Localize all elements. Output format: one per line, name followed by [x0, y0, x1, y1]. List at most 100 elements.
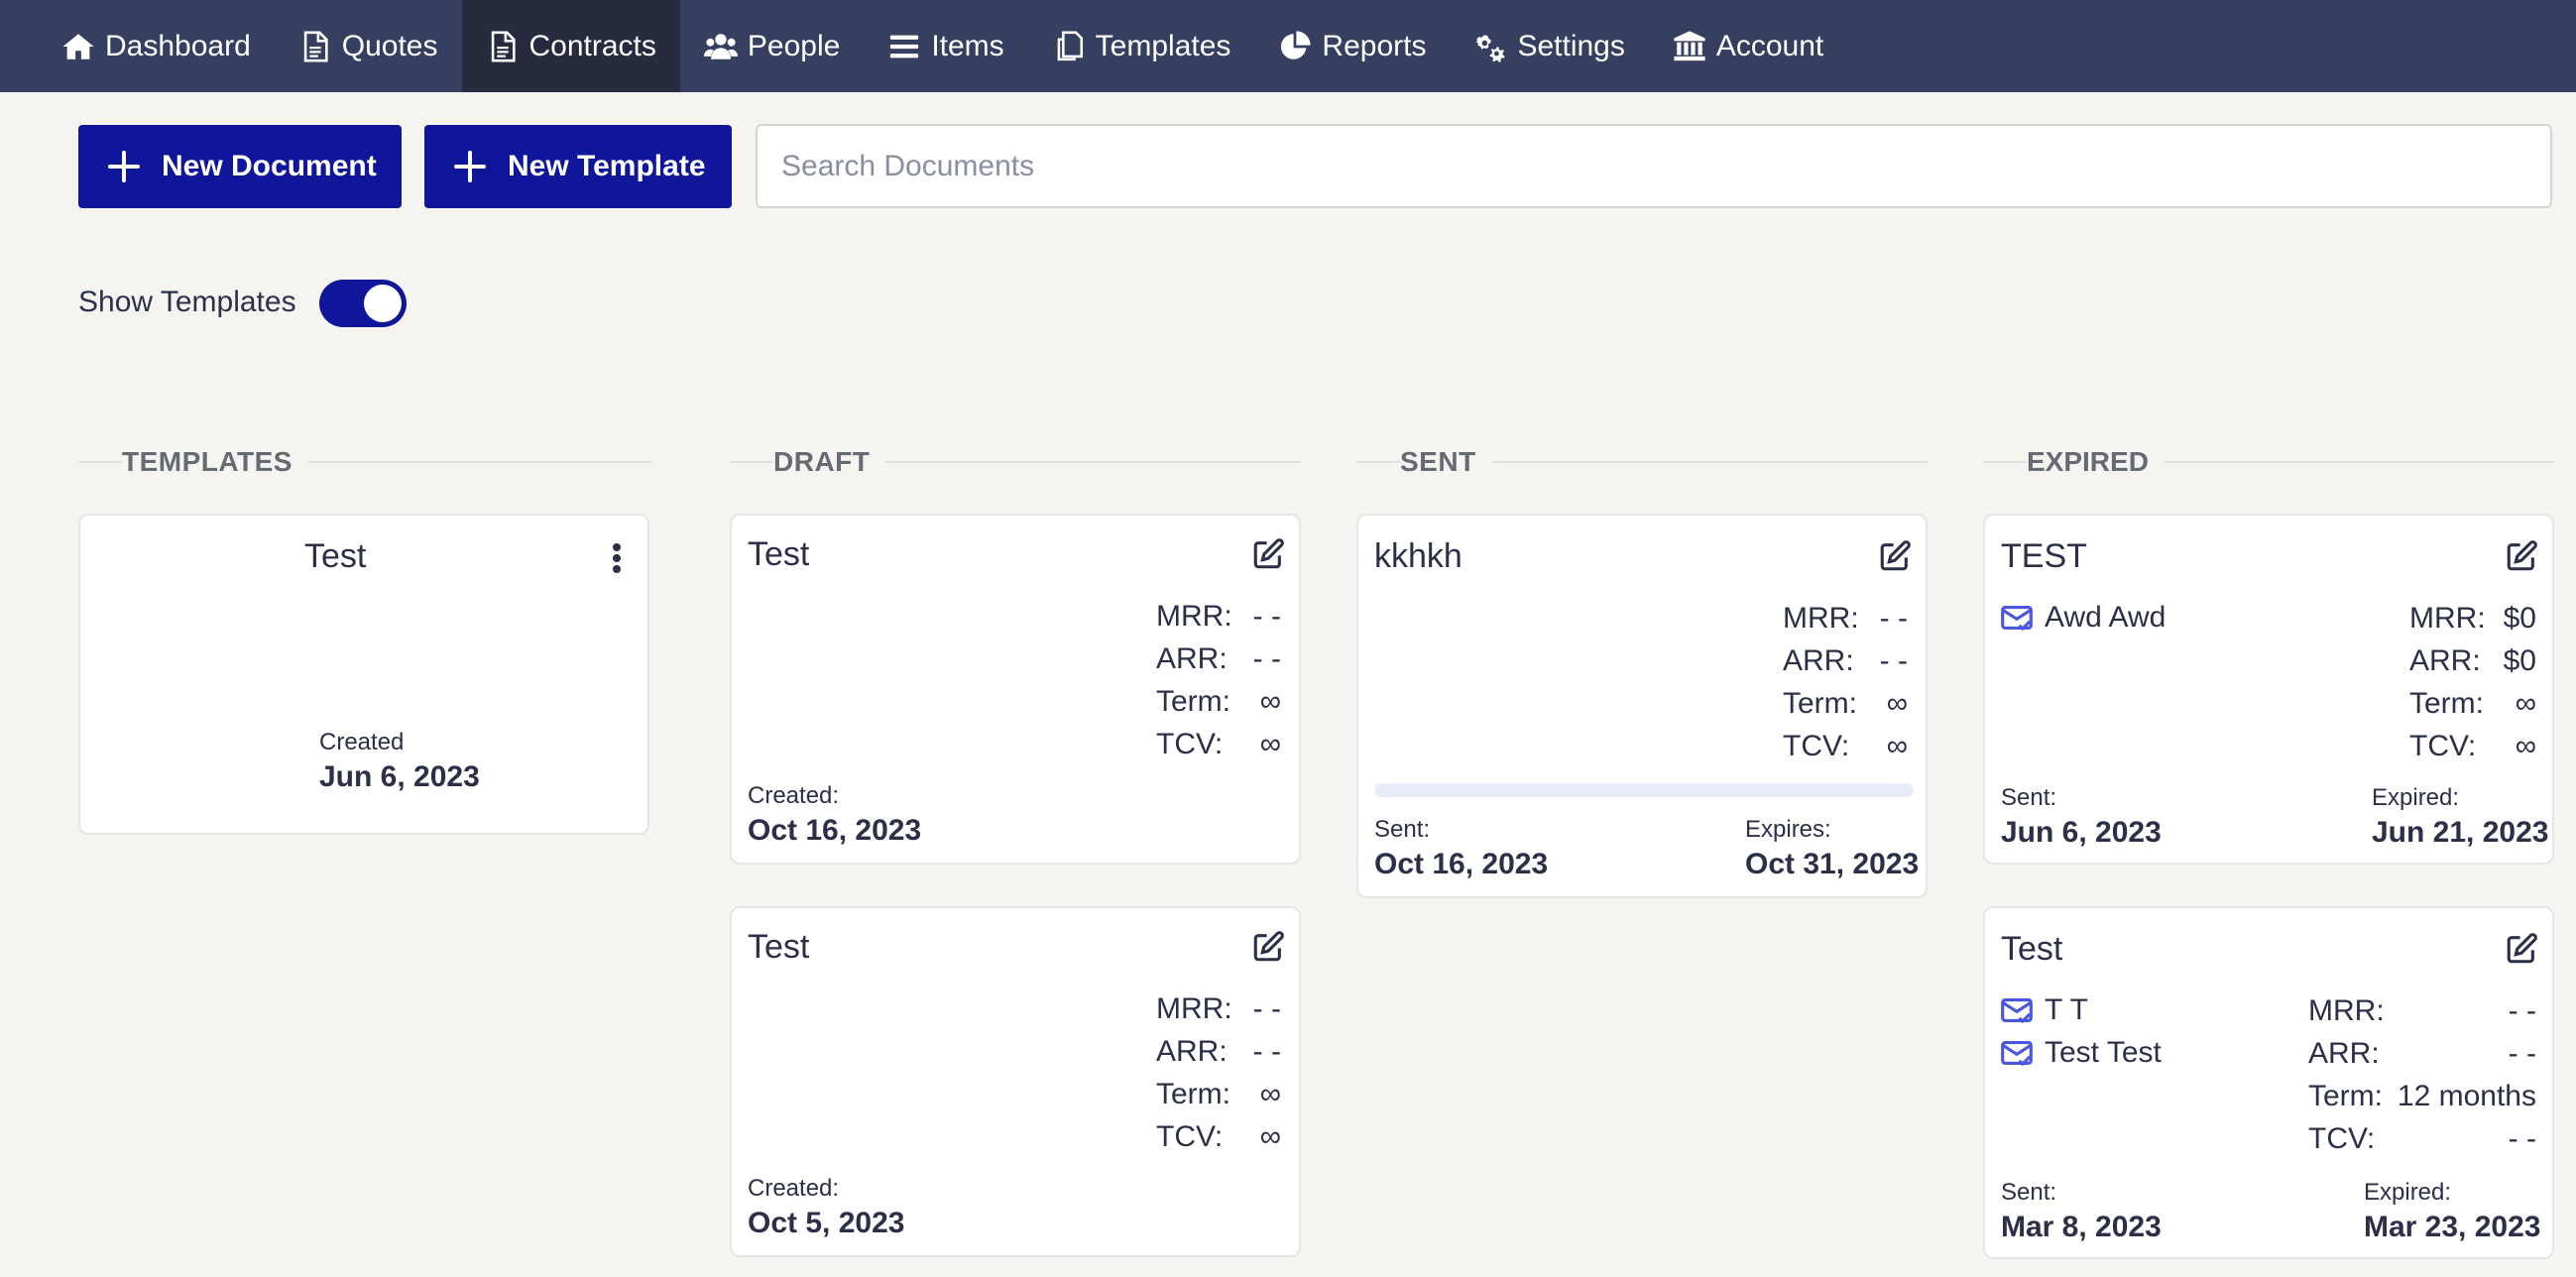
- show-templates-toggle[interactable]: [319, 280, 407, 327]
- term-value: ∞: [1259, 1077, 1281, 1110]
- column-title: TEMPLATES: [122, 446, 293, 477]
- gears-icon: [1474, 35, 1506, 62]
- divider: [2164, 461, 2554, 463]
- nav-item-reports[interactable]: Reports: [1254, 0, 1450, 92]
- top-nav: Dashboard Quotes Contracts People Items …: [0, 0, 2576, 92]
- nav-item-label: Settings: [1517, 29, 1625, 62]
- sent-date: Sent: Oct 16, 2023: [1374, 815, 1548, 884]
- nav-item-templates[interactable]: Templates: [1028, 0, 1255, 92]
- arr-value: - -: [1879, 643, 1908, 677]
- sent-value: Mar 8, 2023: [2001, 1211, 2162, 1243]
- expired-card[interactable]: TEST Awd Awd MRR: $0 ARR: $0 Term: ∞ TCV: ∞ …: [1983, 514, 2554, 865]
- expired-date: Expired: Mar 23, 2023: [2364, 1178, 2540, 1247]
- card-title: Test: [304, 537, 367, 575]
- sent-date: Sent: Mar 8, 2023: [2001, 1178, 2162, 1247]
- edit-icon[interactable]: [1251, 930, 1285, 964]
- tcv-value: - -: [2508, 1121, 2536, 1155]
- created-label: Created:: [748, 782, 840, 809]
- mrr-label: MRR:: [2409, 601, 2486, 635]
- new-document-button[interactable]: New Document: [78, 125, 402, 208]
- term-label: Term:: [2308, 1079, 2383, 1112]
- edit-icon[interactable]: [1251, 537, 1285, 571]
- nav-item-label: Dashboard: [105, 29, 251, 62]
- toggle-knob: [364, 285, 402, 322]
- metrics: MRR: - - ARR: - - Term: ∞ TCV: ∞: [1783, 597, 1908, 767]
- divider: [1356, 461, 1400, 463]
- expired-value: Mar 23, 2023: [2364, 1211, 2541, 1243]
- sent-value: Oct 16, 2023: [1374, 848, 1549, 880]
- mail-check-icon: [2001, 606, 2033, 631]
- draft-card[interactable]: Test MRR: - - ARR: - - Term: ∞ TCV: ∞ Create…: [730, 906, 1301, 1257]
- mrr-label: MRR:: [1156, 991, 1232, 1025]
- recipient-name: Test Test: [2045, 1036, 2162, 1069]
- sent-value: Jun 6, 2023: [2001, 816, 2162, 849]
- divider: [78, 461, 122, 463]
- tcv-label: TCV:: [1156, 1119, 1224, 1153]
- arr-label: ARR:: [1783, 643, 1854, 677]
- expires-value: Oct 31, 2023: [1745, 848, 1920, 880]
- nav-item-quotes[interactable]: Quotes: [275, 0, 462, 92]
- created-date: Created: Oct 5, 2023: [748, 1174, 904, 1243]
- search-input[interactable]: [756, 124, 2552, 208]
- plus-icon: [454, 151, 486, 182]
- column-header-expired: EXPIRED: [1983, 444, 2554, 480]
- nav-item-dashboard[interactable]: Dashboard: [38, 0, 275, 92]
- mrr-value: - -: [2508, 993, 2536, 1027]
- progress-bar: [1374, 783, 1914, 797]
- column-title: SENT: [1400, 446, 1476, 477]
- nav-item-label: Contracts: [528, 29, 656, 62]
- expired-label: Expired:: [2364, 1179, 2452, 1206]
- nav-item-people[interactable]: People: [680, 0, 864, 92]
- created-label: Created: [319, 729, 405, 755]
- tcv-label: TCV:: [1156, 727, 1224, 760]
- divider: [1491, 461, 1928, 463]
- nav-item-settings[interactable]: Settings: [1450, 0, 1648, 92]
- mrr-value: $0: [2503, 601, 2536, 635]
- new-template-button[interactable]: New Template: [424, 125, 732, 208]
- sent-label: Sent:: [2001, 1179, 2057, 1206]
- divider: [730, 461, 773, 463]
- arr-value: $0: [2503, 643, 2536, 677]
- sent-label: Sent:: [1374, 816, 1431, 843]
- divider: [307, 461, 651, 463]
- column-header-sent: SENT: [1356, 444, 1928, 480]
- metrics: MRR: - - ARR: - - Term: 12 months TCV: - -: [2308, 989, 2536, 1160]
- edit-icon[interactable]: [2505, 539, 2538, 573]
- arr-label: ARR:: [2409, 643, 2481, 677]
- sent-card[interactable]: kkhkh MRR: - - ARR: - - Term: ∞ TCV: ∞ Sent:…: [1356, 514, 1928, 898]
- users-icon: [703, 33, 738, 59]
- tcv-value: ∞: [1259, 727, 1281, 760]
- card-title: Test: [2001, 930, 2063, 968]
- divider: [885, 461, 1301, 463]
- template-card[interactable]: Test Created Jun 6, 2023: [78, 514, 649, 835]
- nav-item-account[interactable]: Account: [1649, 0, 1847, 92]
- tcv-label: TCV:: [2409, 729, 2477, 762]
- created-value: Oct 5, 2023: [748, 1207, 905, 1239]
- expires-label: Expires:: [1745, 816, 1831, 843]
- new-template-label: New Template: [508, 150, 706, 182]
- edit-icon[interactable]: [1878, 539, 1912, 573]
- more-options-icon[interactable]: [609, 543, 625, 579]
- edit-icon[interactable]: [2505, 932, 2538, 966]
- term-value: ∞: [1259, 684, 1281, 718]
- recipient: Awd Awd: [2001, 601, 2166, 635]
- draft-card[interactable]: Test MRR: - - ARR: - - Term: ∞ TCV: ∞ Create…: [730, 514, 1301, 865]
- arr-value: - -: [2508, 1036, 2536, 1070]
- term-label: Term:: [1156, 684, 1230, 718]
- tcv-value: ∞: [1886, 729, 1908, 762]
- recipient: Test Test: [2001, 1036, 2162, 1070]
- mrr-value: - -: [1879, 601, 1908, 635]
- column-header-draft: DRAFT: [730, 444, 1301, 480]
- expired-value: Jun 21, 2023: [2372, 816, 2549, 849]
- expired-card[interactable]: Test T T Test Test MRR: - - ARR: - - Term:…: [1983, 906, 2554, 1259]
- document-icon: [303, 31, 328, 61]
- arr-label: ARR:: [1156, 641, 1228, 675]
- nav-item-contracts[interactable]: Contracts: [461, 0, 680, 92]
- nav-item-label: Items: [931, 29, 1004, 62]
- term-value: ∞: [2515, 686, 2536, 720]
- nav-item-items[interactable]: Items: [864, 0, 1027, 92]
- created-date: Created: Oct 16, 2023: [748, 781, 921, 851]
- metrics: MRR: - - ARR: - - Term: ∞ TCV: ∞: [1156, 595, 1281, 765]
- card-title: TEST: [2001, 537, 2087, 575]
- tcv-value: ∞: [2515, 729, 2536, 762]
